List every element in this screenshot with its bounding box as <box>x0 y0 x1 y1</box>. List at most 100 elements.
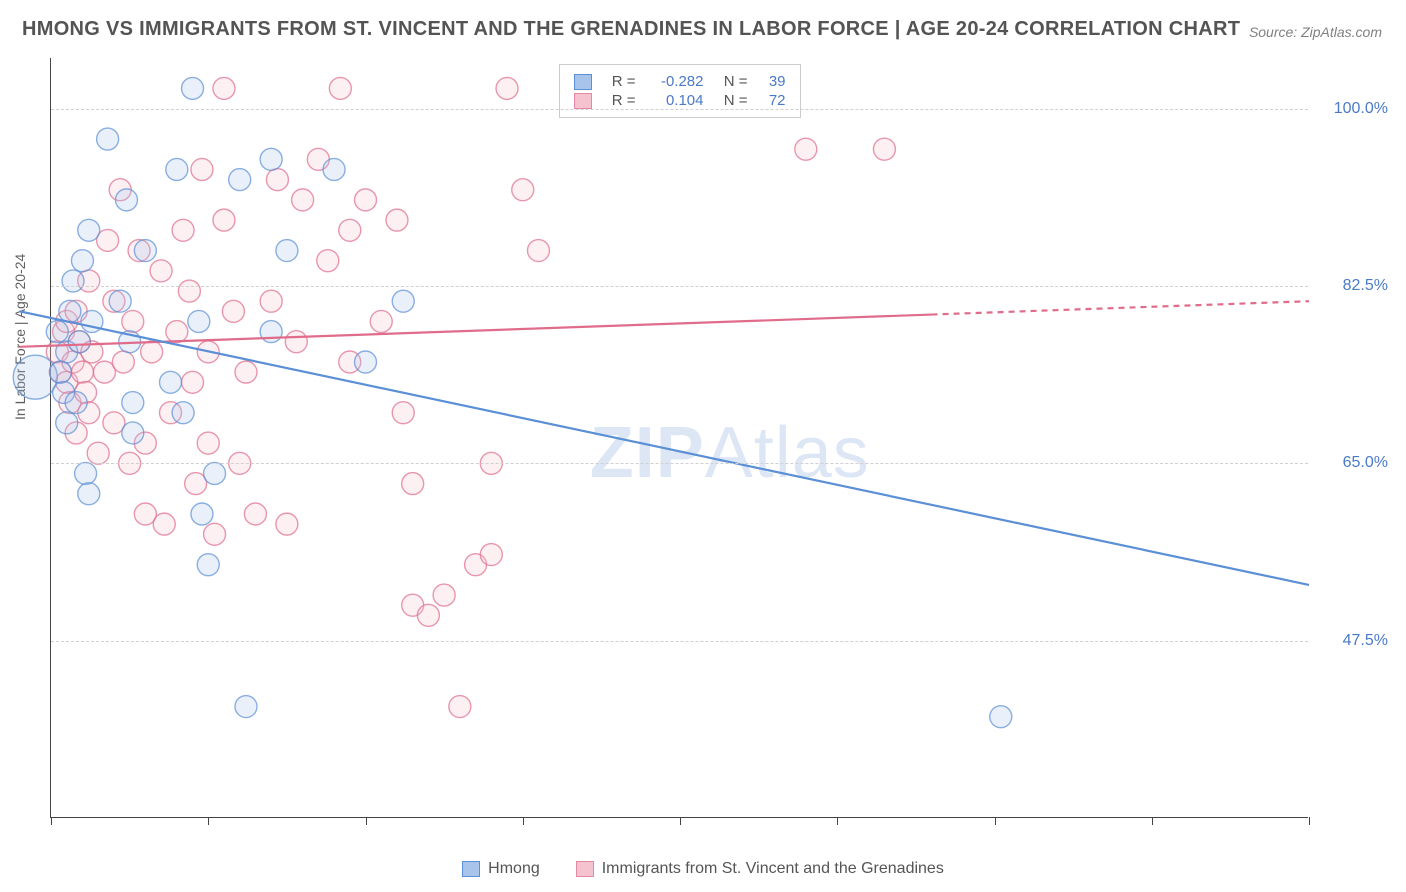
scatter-marker <box>323 158 345 180</box>
scatter-marker <box>392 402 414 424</box>
scatter-marker <box>46 321 68 343</box>
scatter-marker <box>260 290 282 312</box>
scatter-marker <box>115 189 137 211</box>
scatter-marker <box>71 361 93 383</box>
scatter-marker <box>213 77 235 99</box>
gridline-h <box>51 286 1308 287</box>
scatter-marker <box>109 290 131 312</box>
scatter-marker <box>97 128 119 150</box>
correlation-legend: R =-0.282N =39R =0.104N =72 <box>559 64 801 118</box>
scatter-marker <box>112 351 134 373</box>
scatter-marker <box>191 158 213 180</box>
legend-r-value: 0.104 <box>644 92 704 109</box>
x-tick <box>1152 817 1153 825</box>
legend-swatch <box>574 74 592 90</box>
series-legend-label: Hmong <box>488 860 540 878</box>
scatter-marker <box>56 412 78 434</box>
scatter-svg <box>51 58 1309 818</box>
legend-n-label: N = <box>712 73 748 90</box>
scatter-marker <box>75 462 97 484</box>
scatter-marker <box>78 483 100 505</box>
scatter-marker <box>134 240 156 262</box>
legend-swatch <box>576 861 594 877</box>
legend-r-label: R = <box>600 73 636 90</box>
chart-title: HMONG VS IMMIGRANTS FROM ST. VINCENT AND… <box>22 18 1240 41</box>
scatter-marker <box>260 148 282 170</box>
scatter-marker <box>49 361 71 383</box>
scatter-marker <box>276 240 298 262</box>
scatter-marker <box>150 260 172 282</box>
legend-r-value: -0.282 <box>644 73 704 90</box>
scatter-marker <box>191 503 213 525</box>
trend-line-dashed <box>932 301 1309 314</box>
legend-swatch <box>462 861 480 877</box>
scatter-marker <box>178 280 200 302</box>
legend-r-label: R = <box>600 92 636 109</box>
scatter-marker <box>276 513 298 535</box>
scatter-marker <box>990 706 1012 728</box>
y-tick-label: 100.0% <box>1334 100 1388 118</box>
series-legend-item: Immigrants from St. Vincent and the Gren… <box>576 860 944 878</box>
scatter-marker <box>392 290 414 312</box>
series-legend: Hmong Immigrants from St. Vincent and the… <box>0 860 1406 882</box>
scatter-marker <box>172 219 194 241</box>
scatter-marker <box>244 503 266 525</box>
scatter-marker <box>339 219 361 241</box>
source-label: Source: ZipAtlas.com <box>1249 24 1382 40</box>
scatter-marker <box>122 310 144 332</box>
scatter-marker <box>172 402 194 424</box>
chart-container: HMONG VS IMMIGRANTS FROM ST. VINCENT AND… <box>0 0 1406 892</box>
scatter-marker <box>402 473 424 495</box>
scatter-marker <box>260 321 282 343</box>
gridline-h <box>51 463 1308 464</box>
scatter-marker <box>229 169 251 191</box>
scatter-marker <box>266 169 288 191</box>
correlation-legend-row: R =-0.282N =39 <box>574 73 786 90</box>
scatter-marker <box>197 554 219 576</box>
scatter-marker <box>160 371 182 393</box>
scatter-marker <box>87 442 109 464</box>
series-legend-item: Hmong <box>462 860 540 878</box>
gridline-h <box>51 641 1308 642</box>
scatter-marker <box>153 513 175 535</box>
scatter-marker <box>222 300 244 322</box>
scatter-marker <box>122 392 144 414</box>
scatter-marker <box>285 331 307 353</box>
scatter-marker <box>355 351 377 373</box>
scatter-marker <box>197 432 219 454</box>
scatter-marker <box>873 138 895 160</box>
scatter-marker <box>166 158 188 180</box>
x-tick <box>523 817 524 825</box>
legend-n-value: 72 <box>756 92 786 109</box>
scatter-marker <box>355 189 377 211</box>
correlation-legend-row: R = 0.104 N = 72 <box>574 92 786 109</box>
scatter-marker <box>235 696 257 718</box>
x-tick <box>51 817 52 825</box>
x-tick <box>837 817 838 825</box>
scatter-marker <box>204 462 226 484</box>
legend-n-label: N = <box>712 92 748 109</box>
scatter-marker <box>204 523 226 545</box>
plot-area: ZIPAtlas R =-0.282N =39R =0.104N =72 <box>50 58 1308 818</box>
scatter-marker <box>512 179 534 201</box>
x-tick <box>995 817 996 825</box>
gridline-h <box>51 109 1308 110</box>
trend-line <box>20 315 932 347</box>
scatter-marker <box>317 250 339 272</box>
legend-swatch <box>574 93 592 109</box>
scatter-marker <box>122 422 144 444</box>
scatter-marker <box>59 300 81 322</box>
scatter-marker <box>141 341 163 363</box>
scatter-marker <box>213 209 235 231</box>
scatter-marker <box>182 371 204 393</box>
scatter-marker <box>68 331 90 353</box>
scatter-marker <box>417 604 439 626</box>
y-tick-label: 82.5% <box>1343 277 1388 295</box>
scatter-marker <box>71 250 93 272</box>
scatter-marker <box>449 696 471 718</box>
series-legend-label: Immigrants from St. Vincent and the Gren… <box>602 860 944 878</box>
x-tick <box>366 817 367 825</box>
y-tick-label: 65.0% <box>1343 454 1388 472</box>
scatter-marker <box>433 584 455 606</box>
scatter-marker <box>188 310 210 332</box>
